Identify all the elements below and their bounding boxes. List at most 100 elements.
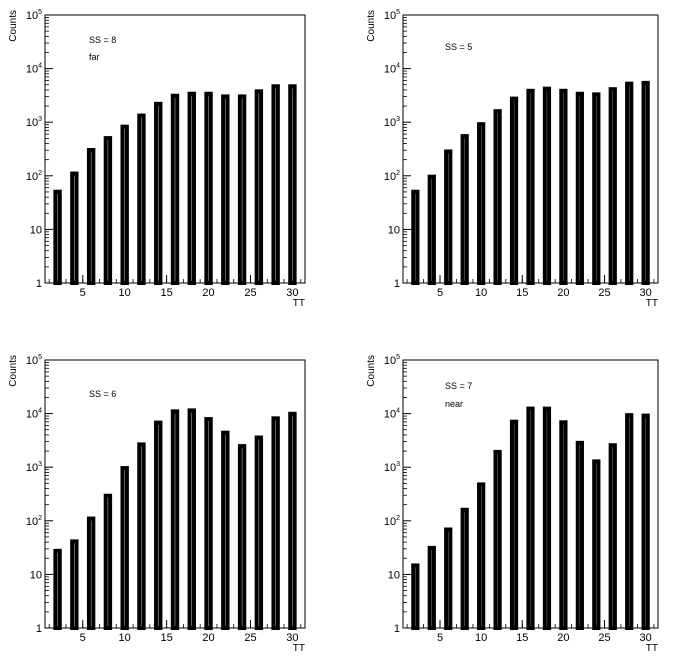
bar-tt-16 (170, 93, 180, 286)
x-tick-label: 10 (119, 287, 131, 299)
x-tick-label: 10 (475, 632, 487, 644)
bar-tt-22 (575, 91, 584, 285)
x-tick-label: 15 (160, 287, 172, 299)
bar-tt-26 (608, 87, 617, 286)
x-tick-label: 5 (80, 287, 86, 299)
bar-tt-8 (460, 134, 469, 285)
bar-tt-12 (137, 113, 146, 285)
y-tick-label: 105 (384, 354, 400, 367)
y-tick-label-exponent: 5 (396, 354, 400, 361)
y-tick-label-base: 10 (26, 117, 38, 129)
y-axis-title: Counts (8, 10, 19, 42)
bar-tt-30 (641, 80, 650, 285)
bar-tt-14 (154, 101, 163, 285)
y-tick-label-base: 10 (30, 224, 42, 236)
y-tick-label: 103 (26, 461, 42, 474)
y-tick-label-base: 10 (384, 409, 396, 421)
x-tick-label: 25 (244, 632, 256, 644)
bar-tt-22 (221, 430, 230, 630)
bar-tt-28 (625, 81, 634, 285)
bar-tt-22 (221, 94, 230, 285)
y-tick-label-exponent: 4 (396, 63, 400, 70)
x-tick-label: 20 (202, 287, 214, 299)
bar-tt-24 (592, 459, 601, 630)
y-tick-label-exponent: 3 (396, 116, 400, 123)
bar-tt-26 (254, 435, 264, 630)
bar-tt-20 (204, 91, 213, 285)
x-tick-label: 25 (598, 287, 610, 299)
annotation-text: SS = 7 (445, 381, 472, 391)
bar-tt-18 (187, 91, 196, 285)
y-tick-label-exponent: 4 (38, 408, 42, 415)
y-axis-title: Counts (366, 355, 377, 387)
y-tick-label: 105 (26, 354, 42, 367)
bar-tt-24 (237, 444, 247, 630)
bar-tt-20 (204, 417, 213, 630)
y-tick-label: 102 (26, 170, 42, 183)
bar-tt-12 (493, 109, 502, 285)
annotation-text: SS = 5 (445, 42, 472, 52)
bar-tt-6 (444, 527, 453, 630)
y-tick-label: 1 (36, 278, 42, 290)
bar-tt-30 (288, 84, 297, 285)
y-tick-label-base: 1 (394, 623, 400, 635)
bar-tt-10 (120, 466, 129, 630)
y-tick-label: 1 (394, 623, 400, 635)
bar-tt-6 (444, 149, 453, 285)
y-tick-label-base: 10 (26, 171, 38, 183)
x-tick-label: 15 (160, 632, 172, 644)
y-tick-label-base: 10 (384, 462, 396, 474)
x-tick-label: 5 (437, 287, 443, 299)
x-tick-label: 25 (244, 287, 256, 299)
y-tick-label-exponent: 5 (38, 354, 42, 361)
bar-tt-4 (427, 174, 436, 286)
bar-tt-6 (86, 148, 96, 285)
y-tick-label: 10 (388, 224, 400, 236)
y-tick-label: 103 (384, 116, 400, 129)
x-tick-label: 10 (475, 287, 487, 299)
bar-tt-16 (526, 88, 535, 285)
y-axis-title: Counts (366, 10, 377, 42)
bar-tt-14 (154, 420, 163, 630)
x-tick-label: 30 (640, 287, 652, 299)
y-tick-label: 10 (30, 569, 42, 581)
bar-tt-18 (187, 408, 196, 630)
bar-tt-26 (254, 89, 264, 285)
y-tick-label: 103 (26, 116, 42, 129)
x-tick-label: 5 (437, 632, 443, 644)
y-axis-title: Counts (8, 355, 19, 387)
y-tick-label: 10 (388, 569, 400, 581)
y-tick-label-base: 10 (384, 516, 396, 528)
x-tick-label: 5 (80, 632, 86, 644)
bar-tt-20 (559, 88, 568, 285)
y-tick-label: 104 (26, 63, 42, 76)
bar-tt-30 (641, 413, 650, 630)
y-tick-label-base: 10 (26, 516, 38, 528)
bar-tt-28 (625, 413, 634, 630)
y-tick-label-exponent: 4 (396, 408, 400, 415)
y-tick-label-base: 1 (394, 278, 400, 290)
x-tick-label: 20 (557, 287, 569, 299)
x-tick-label: 15 (516, 632, 528, 644)
y-tick-label-base: 10 (384, 10, 396, 22)
x-tick-label: 30 (286, 632, 298, 644)
y-tick-label-base: 10 (384, 355, 396, 367)
y-tick-label: 103 (384, 461, 400, 474)
y-tick-label: 102 (384, 515, 400, 528)
x-tick-label: 20 (202, 632, 214, 644)
y-tick-label-base: 10 (26, 10, 38, 22)
bar-tt-12 (137, 442, 146, 630)
annotation-text: near (445, 399, 463, 409)
y-tick-label-exponent: 3 (396, 461, 400, 468)
y-tick-label-base: 1 (36, 278, 42, 290)
bar-tt-10 (477, 122, 486, 285)
bar-tt-12 (493, 449, 502, 630)
bar-tt-8 (103, 493, 113, 630)
y-tick-label-base: 10 (388, 569, 400, 581)
y-tick-label: 105 (26, 9, 42, 22)
bar-tt-16 (526, 406, 535, 631)
bar-tt-14 (509, 96, 519, 285)
bar-tt-8 (460, 507, 469, 630)
